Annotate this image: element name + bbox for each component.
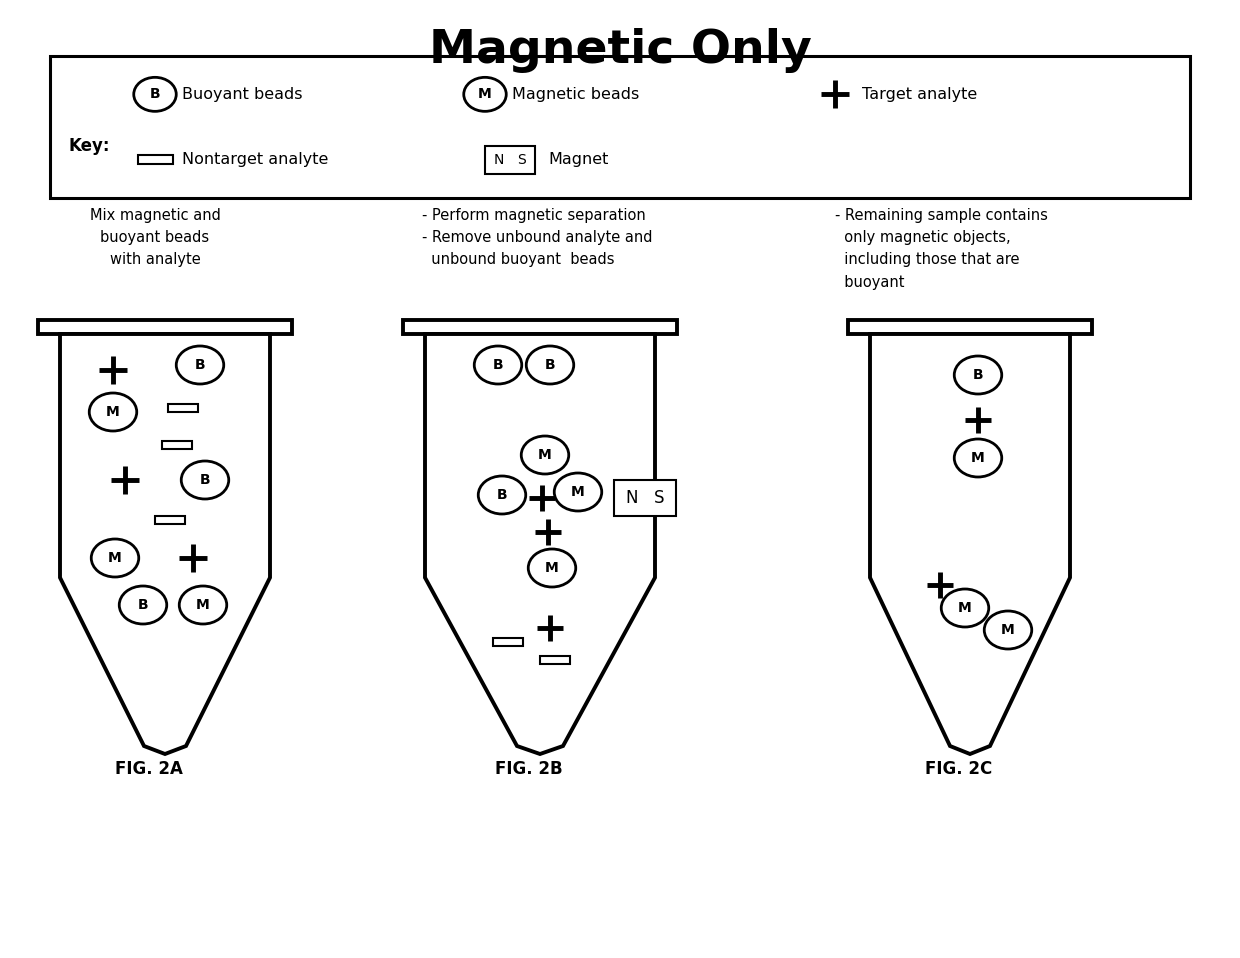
Text: B: B <box>150 87 160 102</box>
Bar <box>167 404 198 412</box>
Text: B: B <box>492 358 503 372</box>
Text: B: B <box>138 598 149 612</box>
Bar <box>162 441 192 449</box>
Text: Magnetic Only: Magnetic Only <box>429 28 811 73</box>
Text: Nontarget analyte: Nontarget analyte <box>182 152 329 167</box>
Bar <box>38 320 291 334</box>
Text: M: M <box>107 405 120 419</box>
Bar <box>403 320 677 334</box>
Bar <box>155 516 185 524</box>
Text: M: M <box>959 601 972 615</box>
Text: B: B <box>200 473 211 487</box>
Text: Target analyte: Target analyte <box>862 87 977 102</box>
Text: Magnet: Magnet <box>548 152 609 167</box>
Bar <box>614 480 676 516</box>
Bar <box>539 656 570 664</box>
Polygon shape <box>60 334 270 754</box>
Text: S: S <box>517 152 526 167</box>
Text: Magnetic beads: Magnetic beads <box>512 87 640 102</box>
Text: FIG. 2B: FIG. 2B <box>495 760 563 778</box>
Text: M: M <box>546 561 559 575</box>
Text: FIG. 2A: FIG. 2A <box>115 760 182 778</box>
Text: M: M <box>538 448 552 462</box>
Text: N: N <box>625 489 637 507</box>
Bar <box>848 320 1092 334</box>
Text: - Perform magnetic separation
- Remove unbound analyte and
  unbound buoyant  be: - Perform magnetic separation - Remove u… <box>422 208 652 267</box>
Text: N: N <box>494 152 505 167</box>
Text: B: B <box>972 368 983 382</box>
Bar <box>50 56 1190 198</box>
Text: M: M <box>971 451 985 465</box>
Text: M: M <box>1001 623 1014 637</box>
Text: Mix magnetic and
buoyant beads
with analyte: Mix magnetic and buoyant beads with anal… <box>89 208 221 267</box>
Text: - Remaining sample contains
  only magnetic objects,
  including those that are
: - Remaining sample contains only magneti… <box>835 208 1048 289</box>
Polygon shape <box>870 334 1070 754</box>
Text: Buoyant beads: Buoyant beads <box>182 87 303 102</box>
Text: M: M <box>572 485 585 499</box>
Bar <box>485 146 534 173</box>
Bar <box>138 155 172 164</box>
Text: B: B <box>497 488 507 502</box>
Text: M: M <box>479 87 492 102</box>
Text: M: M <box>108 551 122 565</box>
Text: S: S <box>653 489 663 507</box>
Polygon shape <box>425 334 655 754</box>
Text: Key:: Key: <box>68 137 109 155</box>
Text: B: B <box>195 358 206 372</box>
Text: FIG. 2C: FIG. 2C <box>925 760 992 778</box>
Text: B: B <box>544 358 556 372</box>
Bar <box>494 638 523 646</box>
Text: M: M <box>196 598 210 612</box>
